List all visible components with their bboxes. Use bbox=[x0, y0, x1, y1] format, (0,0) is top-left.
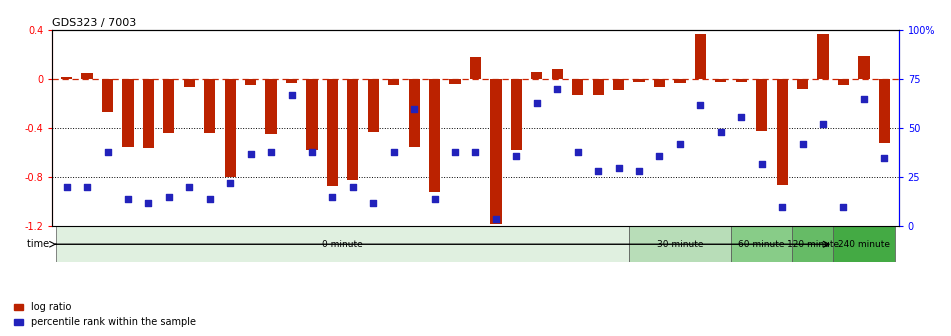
Text: 60 minute: 60 minute bbox=[739, 240, 785, 249]
Point bbox=[427, 196, 442, 202]
Bar bbox=[409, 79, 419, 147]
Point bbox=[345, 184, 360, 190]
Bar bbox=[592, 79, 604, 95]
Bar bbox=[511, 79, 522, 151]
Point bbox=[631, 169, 647, 174]
Bar bbox=[879, 79, 890, 143]
Point bbox=[509, 153, 524, 159]
Text: GDS323 / 7003: GDS323 / 7003 bbox=[52, 18, 137, 28]
Bar bbox=[245, 79, 256, 85]
Point bbox=[182, 184, 197, 190]
Bar bbox=[792, 226, 833, 262]
Bar bbox=[61, 77, 72, 79]
Point bbox=[263, 149, 279, 155]
Bar bbox=[224, 79, 236, 177]
Bar bbox=[859, 56, 869, 79]
Bar bbox=[388, 79, 399, 85]
Point bbox=[774, 204, 789, 209]
Bar bbox=[573, 79, 583, 95]
Point bbox=[672, 141, 688, 147]
Point bbox=[856, 96, 871, 101]
Point bbox=[550, 86, 565, 92]
Bar bbox=[777, 79, 787, 185]
Point bbox=[815, 122, 830, 127]
Bar bbox=[327, 79, 338, 186]
Point bbox=[836, 204, 851, 209]
Bar bbox=[286, 79, 297, 83]
Bar bbox=[613, 79, 624, 90]
Point bbox=[570, 149, 585, 155]
Bar bbox=[838, 79, 849, 85]
Point bbox=[366, 200, 381, 206]
Point bbox=[591, 169, 606, 174]
Point bbox=[325, 194, 340, 200]
Bar bbox=[833, 226, 895, 262]
Point bbox=[243, 151, 259, 157]
Bar bbox=[204, 79, 215, 133]
Bar bbox=[731, 226, 792, 262]
Point bbox=[733, 114, 748, 119]
Bar bbox=[82, 73, 92, 79]
Point bbox=[223, 180, 238, 186]
Bar bbox=[102, 79, 113, 112]
Bar bbox=[629, 226, 731, 262]
Bar bbox=[450, 79, 460, 84]
Bar bbox=[715, 79, 727, 82]
Bar bbox=[756, 79, 767, 131]
Point bbox=[386, 149, 401, 155]
Bar bbox=[532, 72, 542, 79]
Text: 0 minute: 0 minute bbox=[322, 240, 363, 249]
Point bbox=[100, 149, 115, 155]
Point bbox=[488, 216, 503, 221]
Bar bbox=[491, 79, 501, 224]
Bar bbox=[164, 79, 174, 133]
Bar bbox=[695, 34, 706, 79]
Bar bbox=[56, 226, 629, 262]
Bar bbox=[797, 79, 808, 89]
Bar bbox=[143, 79, 154, 148]
Point bbox=[795, 141, 810, 147]
Point bbox=[304, 149, 320, 155]
Bar bbox=[429, 79, 440, 192]
Point bbox=[141, 200, 156, 206]
Point bbox=[877, 155, 892, 161]
Point bbox=[162, 194, 177, 200]
Bar bbox=[306, 79, 318, 151]
Bar bbox=[184, 79, 195, 87]
Bar bbox=[654, 79, 665, 87]
Point bbox=[754, 161, 769, 166]
Bar bbox=[552, 70, 563, 79]
Bar bbox=[470, 57, 481, 79]
Point bbox=[692, 102, 708, 108]
Bar bbox=[347, 79, 359, 180]
Text: 30 minute: 30 minute bbox=[657, 240, 703, 249]
Text: 240 minute: 240 minute bbox=[838, 240, 890, 249]
Point bbox=[448, 149, 463, 155]
Bar bbox=[633, 79, 645, 82]
Legend: log ratio, percentile rank within the sample: log ratio, percentile rank within the sa… bbox=[10, 298, 200, 331]
Point bbox=[284, 92, 300, 98]
Bar bbox=[674, 79, 686, 83]
Text: time: time bbox=[27, 239, 52, 249]
Bar bbox=[736, 79, 747, 82]
Bar bbox=[818, 34, 828, 79]
Point bbox=[407, 106, 422, 112]
Text: 120 minute: 120 minute bbox=[786, 240, 839, 249]
Point bbox=[468, 149, 483, 155]
Bar bbox=[265, 79, 277, 134]
Point bbox=[121, 196, 136, 202]
Point bbox=[611, 165, 626, 170]
Bar bbox=[368, 79, 378, 132]
Point bbox=[203, 196, 218, 202]
Point bbox=[529, 100, 544, 106]
Bar bbox=[123, 79, 133, 147]
Point bbox=[59, 184, 74, 190]
Point bbox=[713, 130, 728, 135]
Point bbox=[651, 153, 667, 159]
Point bbox=[80, 184, 95, 190]
